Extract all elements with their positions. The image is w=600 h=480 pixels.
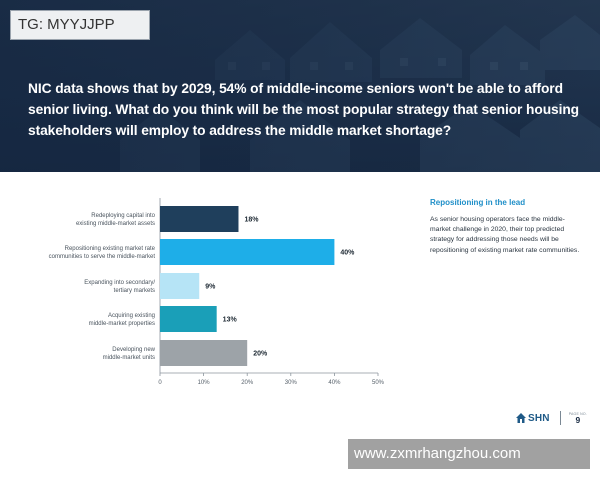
footer-branding: SHN PAGE NO. 9 [516, 410, 587, 426]
page-number-block: PAGE NO. 9 [569, 412, 587, 425]
page-number: 9 [575, 414, 581, 425]
category-label: existing middle-market assets [76, 221, 155, 227]
category-label: Repositioning existing market rate [65, 246, 156, 252]
x-tick-label: 10% [198, 380, 211, 386]
category-label: communities to serve the middle-market [49, 254, 156, 260]
x-tick-label: 50% [372, 380, 385, 386]
category-label: Developing new [112, 347, 155, 353]
page-label: PAGE NO. [568, 411, 587, 416]
x-tick-label: 20% [241, 380, 254, 386]
category-label: Redeploying capital into [91, 213, 155, 219]
logo-text: SHN [528, 412, 550, 424]
bar-chart: 0 10% 20% 30% 40% 50% 18% Redeploying capital i… [49, 198, 385, 386]
x-tick-label: 30% [285, 380, 298, 386]
footer-divider [559, 411, 561, 425]
category-label: middle-market properties [89, 321, 155, 327]
bar-value-label: 9% [205, 284, 216, 291]
bar-value-label: 13% [223, 317, 238, 324]
sidebar-body: As senior housing operators face the mid… [430, 216, 580, 254]
page-headline: NIC data shows that by 2029, 54% of midd… [28, 81, 579, 138]
category-label: middle-market units [103, 355, 155, 361]
bar-value-label: 40% [340, 250, 355, 257]
bar [160, 340, 248, 366]
sidebar-title: Repositioning in the lead [430, 198, 526, 207]
watermark-top: TG: MYYJJPP [10, 10, 150, 40]
bar-value-label: 20% [253, 351, 268, 358]
watermark-bottom: www.zxmrhangzhou.com [348, 439, 590, 469]
sidebar-callout: Repositioning in the lead As senior hous… [430, 198, 580, 256]
bar [160, 206, 239, 232]
bar [160, 273, 200, 299]
category-label: Acquiring existing [108, 313, 155, 319]
x-tick-label: 0 [158, 380, 162, 386]
bar [160, 306, 217, 332]
category-label: tertiary markets [114, 288, 155, 294]
bar-value-label: 18% [244, 217, 259, 224]
x-tick-label: 40% [328, 380, 341, 386]
house-logo-icon [516, 413, 526, 423]
category-label: Expanding into secondary/ [84, 280, 155, 286]
bar [160, 239, 335, 265]
